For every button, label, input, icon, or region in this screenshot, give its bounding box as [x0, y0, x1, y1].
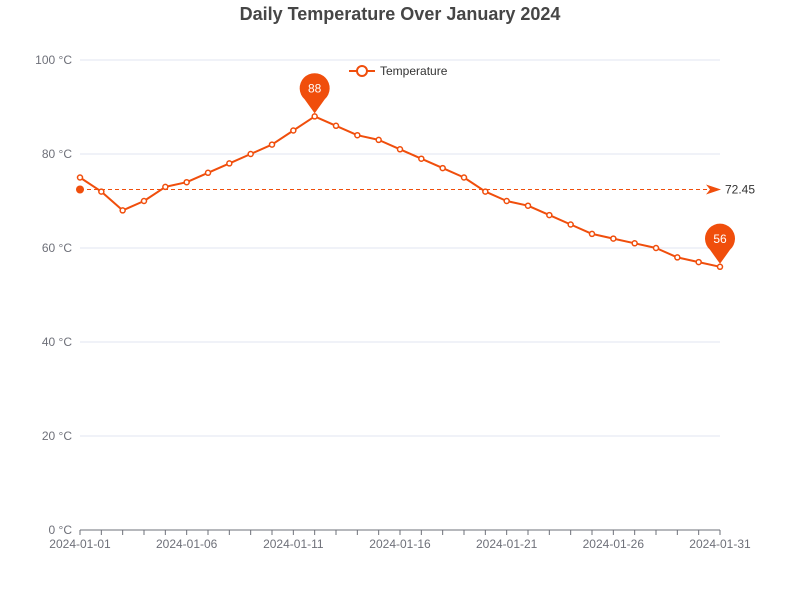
min-marker[interactable]: 56	[705, 223, 736, 264]
data-point[interactable]	[439, 164, 446, 172]
legend-label: Temperature	[380, 64, 448, 78]
data-point[interactable]	[482, 188, 489, 195]
data-point[interactable]	[546, 211, 553, 219]
data-point[interactable]	[503, 197, 510, 205]
data-point[interactable]	[226, 160, 233, 167]
data-point[interactable]	[631, 240, 638, 247]
data-point[interactable]	[674, 254, 681, 261]
y-tick-label: 60 °C	[42, 241, 72, 255]
data-point[interactable]	[247, 150, 254, 158]
series-temperature	[76, 113, 724, 271]
average-line-arrow-icon	[706, 184, 721, 195]
max-marker-pin-icon	[299, 73, 330, 114]
axes: 0 °C 20 °C 40 °C 60 °C 80 °C 100 °C 2024-01-01…	[35, 53, 751, 551]
y-tick-label: 0 °C	[49, 523, 73, 537]
x-tick-label: 2024-01-06	[156, 537, 218, 551]
data-point[interactable]	[396, 146, 404, 153]
data-point[interactable]	[418, 155, 425, 162]
grid-lines	[80, 59, 720, 437]
y-tick-label: 100 °C	[35, 53, 72, 67]
data-point[interactable]	[98, 188, 105, 195]
x-tick-label: 2024-01-31	[689, 537, 751, 551]
data-point[interactable]	[716, 263, 724, 271]
legend[interactable]: Temperature	[349, 64, 448, 78]
data-point[interactable]	[375, 136, 382, 144]
data-point[interactable]	[268, 141, 276, 148]
x-tick-label: 2024-01-11	[263, 537, 324, 551]
average-line-group: 72.45	[76, 182, 755, 196]
data-point[interactable]	[204, 169, 212, 177]
data-point[interactable]	[567, 221, 574, 228]
min-marker-label: 56	[713, 232, 727, 246]
data-point[interactable]	[119, 207, 126, 214]
data-point[interactable]	[524, 202, 532, 209]
x-tick-label: 2024-01-21	[476, 537, 538, 551]
data-point[interactable]	[140, 197, 148, 205]
x-tick-label: 2024-01-16	[369, 537, 431, 551]
y-tick-label: 80 °C	[42, 147, 72, 161]
data-point[interactable]	[652, 244, 660, 252]
data-point[interactable]	[695, 258, 702, 266]
data-point[interactable]	[183, 178, 190, 186]
y-tick-label: 20 °C	[42, 429, 72, 443]
data-point[interactable]	[332, 122, 340, 130]
data-point[interactable]	[460, 174, 468, 181]
data-point[interactable]	[162, 183, 169, 191]
min-marker-pin-icon	[705, 223, 736, 264]
x-tick-label: 2024-01-01	[49, 537, 111, 551]
marker-pins: 88 56	[299, 73, 736, 264]
data-point[interactable]	[76, 174, 84, 181]
data-point[interactable]	[311, 113, 318, 120]
legend-circle-icon	[356, 65, 368, 77]
x-tick-label: 2024-01-26	[583, 537, 645, 551]
data-point[interactable]	[354, 131, 361, 139]
chart-title: Daily Temperature Over January 2024	[240, 4, 561, 24]
data-point[interactable]	[290, 127, 297, 134]
y-tick-label: 40 °C	[42, 335, 72, 349]
average-line-label: 72.45	[725, 182, 755, 196]
max-marker[interactable]: 88	[299, 73, 330, 114]
series-line	[79, 115, 721, 268]
data-point[interactable]	[610, 235, 617, 242]
max-marker-label: 88	[308, 81, 322, 95]
data-point[interactable]	[588, 230, 596, 238]
